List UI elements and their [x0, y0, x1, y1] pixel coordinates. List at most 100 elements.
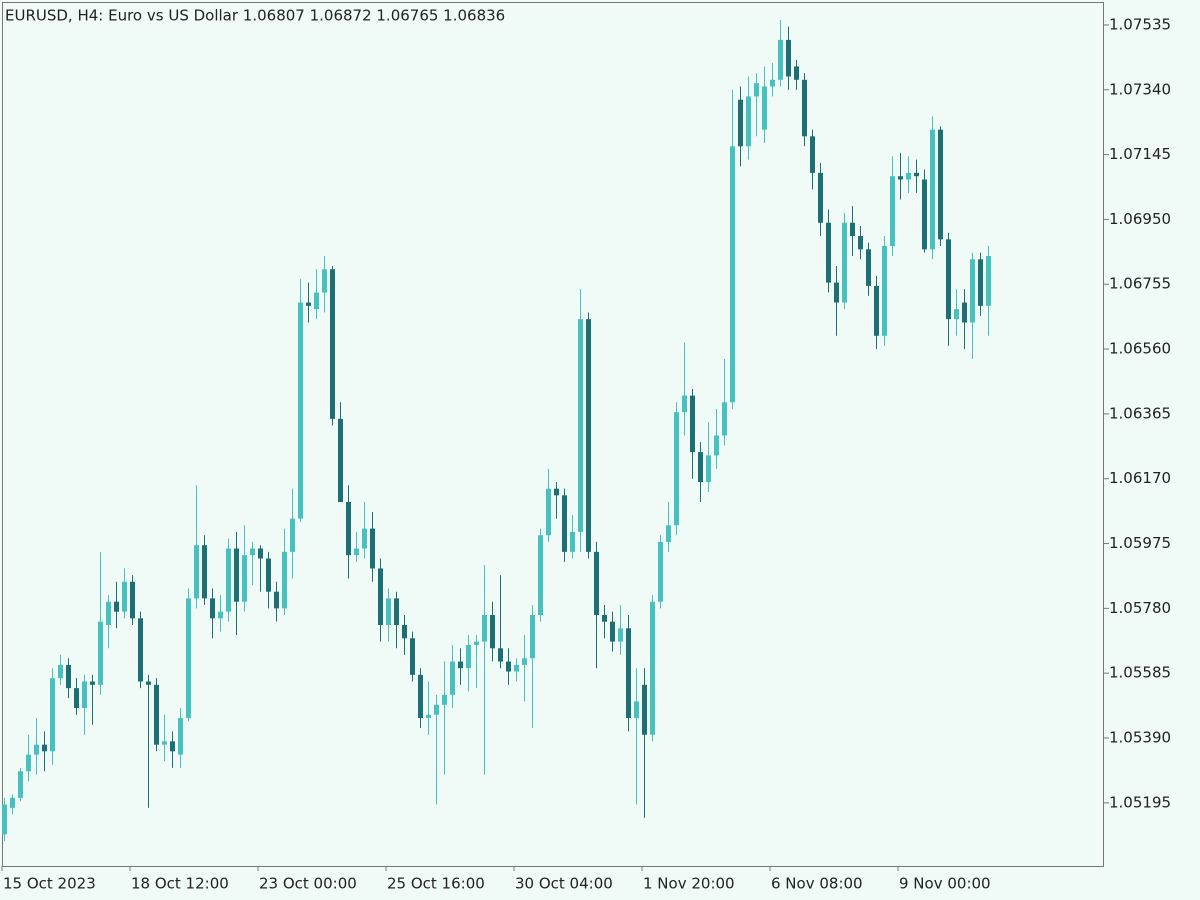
candle-body — [754, 83, 759, 97]
candle-body — [778, 39, 783, 80]
candle-body — [90, 681, 95, 685]
candle-body — [930, 129, 935, 250]
candle-body — [882, 246, 887, 336]
candle-body — [378, 568, 383, 625]
candle-body — [858, 236, 863, 250]
candle-body — [386, 598, 391, 625]
candle-body — [538, 535, 543, 616]
candle-body — [362, 528, 367, 549]
candle-body — [946, 239, 951, 320]
candle-body — [346, 501, 351, 556]
x-tick-label: 30 Oct 04:00 — [515, 875, 613, 893]
candle-body — [106, 601, 111, 625]
x-tick-label: 6 Nov 08:00 — [771, 875, 863, 893]
candle-body — [898, 176, 903, 180]
candle-body — [722, 402, 727, 436]
candle-body — [242, 555, 247, 602]
candle-body — [34, 744, 39, 755]
candle-body — [154, 684, 159, 745]
y-tick-label: 1.06950 — [1109, 210, 1171, 228]
candle-body — [226, 548, 231, 612]
candle-body — [410, 638, 415, 675]
candle-body — [658, 541, 663, 602]
candle-body — [506, 661, 511, 672]
candle-body — [138, 618, 143, 682]
candle-body — [730, 146, 735, 403]
candle-body — [570, 531, 575, 552]
candle-body — [370, 528, 375, 569]
y-tick-label: 1.05585 — [1109, 664, 1171, 682]
candle-body — [194, 545, 199, 599]
candle-body — [450, 661, 455, 695]
candle-body — [602, 615, 607, 622]
candle-body — [866, 249, 871, 286]
y-tick-label: 1.05390 — [1109, 729, 1171, 747]
candle-body — [954, 309, 959, 320]
candle-body — [794, 66, 799, 80]
candle-body — [490, 615, 495, 649]
candle-body — [258, 548, 263, 559]
candle-body — [522, 658, 527, 665]
y-tick-label: 1.06170 — [1109, 469, 1171, 487]
candle-body — [970, 259, 975, 323]
candle-body — [306, 302, 311, 306]
candle-body — [498, 648, 503, 662]
candle-body — [674, 412, 679, 526]
candle-body — [290, 518, 295, 552]
candle-body — [170, 741, 175, 752]
candle-body — [922, 179, 927, 250]
y-tick-label: 1.05975 — [1109, 534, 1171, 552]
candle-body — [130, 581, 135, 619]
candle-body — [58, 664, 63, 679]
candle-body — [202, 545, 207, 599]
candle-body — [10, 797, 15, 808]
candle-body — [938, 129, 943, 240]
candle-body — [762, 86, 767, 130]
candle-body — [338, 418, 343, 502]
candle-body — [26, 754, 31, 772]
candle-body — [402, 624, 407, 639]
candle-body — [594, 551, 599, 616]
candle-body — [482, 615, 487, 642]
y-tick-label: 1.06755 — [1109, 275, 1171, 293]
candle-body — [354, 548, 359, 556]
x-tick-label: 9 Nov 00:00 — [899, 875, 991, 893]
y-tick-label: 1.06365 — [1109, 404, 1171, 422]
y-tick-label: 1.07535 — [1109, 15, 1171, 33]
candle-body — [978, 259, 983, 306]
candle-body — [186, 598, 191, 719]
candle-body — [394, 598, 399, 625]
candle-body — [706, 455, 711, 483]
candle-body — [42, 744, 47, 752]
plot-frame — [2, 2, 1104, 867]
candle-body — [298, 302, 303, 519]
candle-body — [530, 615, 535, 659]
candle-body — [98, 621, 103, 685]
candle-body — [418, 674, 423, 719]
candle-body — [442, 694, 447, 705]
candle-body — [826, 222, 831, 283]
candle-body — [50, 678, 55, 752]
candle-body — [546, 488, 551, 536]
candle-body — [650, 601, 655, 735]
x-tick-label: 1 Nov 20:00 — [643, 875, 735, 893]
y-tick-label: 1.07145 — [1109, 145, 1171, 163]
candle-body — [962, 302, 967, 323]
candle-body — [562, 495, 567, 552]
candle-body — [890, 176, 895, 247]
candle-body — [114, 601, 119, 612]
candle-body — [250, 548, 255, 556]
candle-body — [474, 641, 479, 645]
candle-body — [210, 598, 215, 619]
candle-body — [274, 591, 279, 609]
candle-body — [834, 282, 839, 303]
candle-body — [466, 644, 471, 669]
candle-body — [626, 628, 631, 719]
candle-body — [178, 718, 183, 755]
x-tick-label: 15 Oct 2023 — [3, 875, 96, 893]
x-tick-label: 18 Oct 12:00 — [131, 875, 229, 893]
candle-body — [266, 558, 271, 592]
candle-body — [578, 319, 583, 532]
candle-body — [850, 222, 855, 237]
